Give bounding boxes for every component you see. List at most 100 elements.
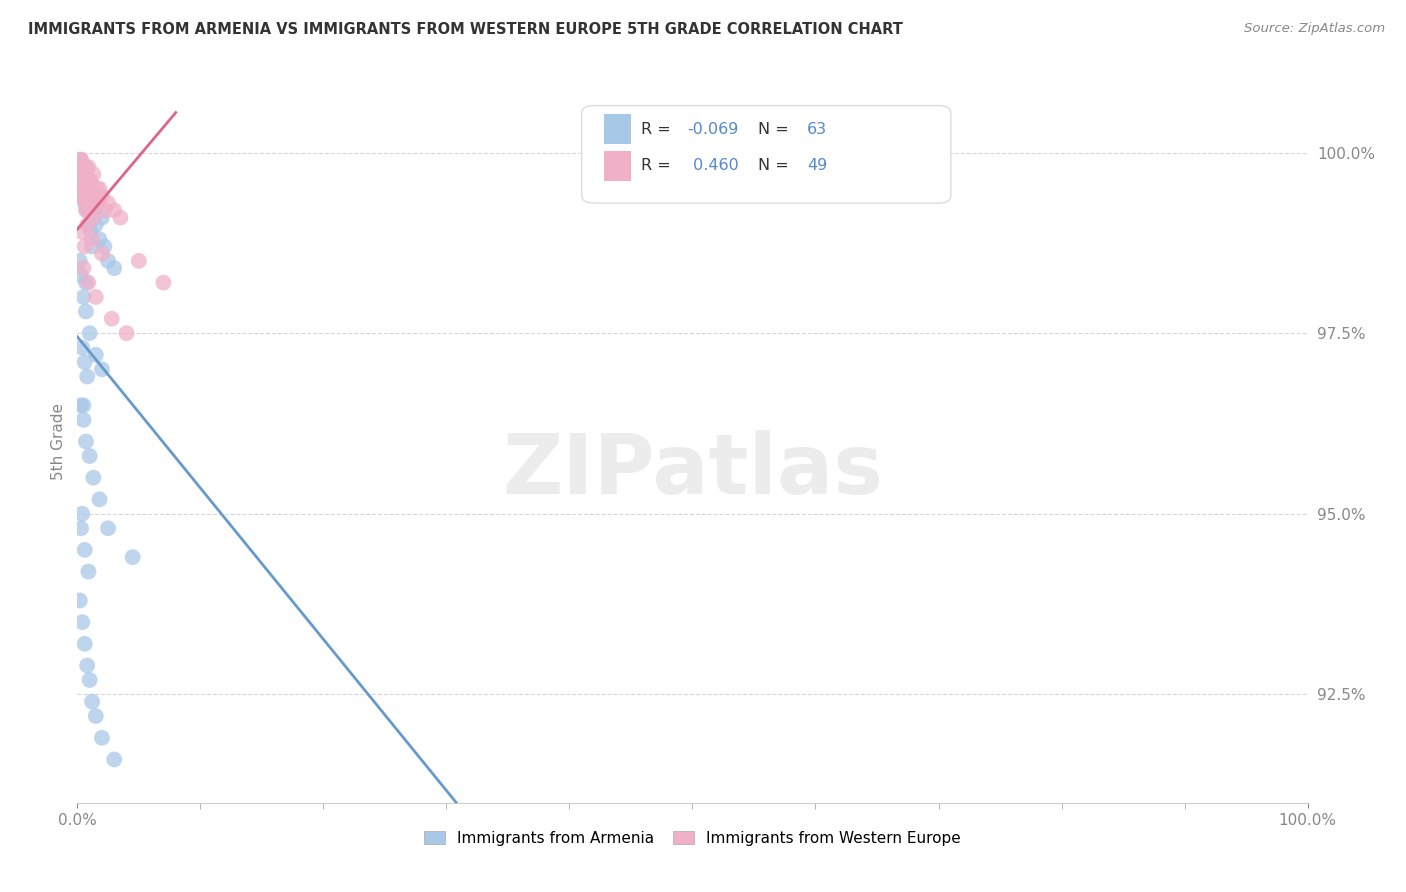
Point	[79, 326, 101, 341]
Point	[90, 211, 114, 225]
Point	[89, 182, 111, 196]
Text: 49: 49	[807, 158, 827, 173]
Point	[76, 218, 98, 232]
Point	[80, 189, 103, 203]
Point	[75, 167, 97, 181]
Point	[73, 239, 96, 253]
Point	[79, 218, 101, 232]
Point	[69, 174, 91, 188]
Point	[97, 253, 120, 268]
Point	[73, 542, 96, 557]
Point	[70, 268, 93, 283]
Point	[79, 449, 101, 463]
Point	[82, 239, 104, 253]
Point	[76, 658, 98, 673]
Point	[72, 398, 94, 412]
Point	[70, 153, 93, 167]
Point	[70, 615, 93, 630]
Point	[80, 182, 103, 196]
Point	[103, 203, 125, 218]
Text: ZIPatlas: ZIPatlas	[502, 430, 883, 511]
Point	[69, 253, 91, 268]
Point	[70, 521, 93, 535]
Point	[70, 182, 93, 196]
Point	[73, 196, 96, 211]
Point	[121, 550, 143, 565]
Point	[69, 153, 91, 167]
Point	[103, 261, 125, 276]
Point	[77, 174, 100, 188]
Point	[73, 167, 96, 181]
Point	[79, 673, 101, 687]
Point	[83, 203, 105, 218]
Bar	[605, 114, 631, 145]
Text: N =: N =	[758, 158, 793, 173]
Point	[87, 196, 110, 211]
Point	[86, 182, 108, 196]
Point	[77, 276, 100, 290]
Point	[75, 189, 97, 203]
Point	[73, 182, 96, 196]
Point	[103, 752, 125, 766]
Point	[70, 160, 93, 174]
Point	[72, 290, 94, 304]
Point	[72, 160, 94, 174]
Point	[76, 196, 98, 211]
Point	[72, 167, 94, 181]
Point	[80, 225, 103, 239]
Point	[84, 348, 107, 362]
Point	[70, 341, 93, 355]
Point	[76, 174, 98, 188]
Point	[83, 189, 105, 203]
Point	[70, 153, 93, 167]
Point	[128, 253, 150, 268]
Point	[72, 413, 94, 427]
Point	[82, 695, 104, 709]
Text: N =: N =	[758, 121, 793, 136]
Point	[101, 311, 124, 326]
Point	[97, 196, 120, 211]
Point	[75, 196, 97, 211]
Text: R =: R =	[641, 158, 676, 173]
Point	[75, 304, 97, 318]
Point	[152, 276, 174, 290]
Point	[70, 160, 93, 174]
Point	[79, 174, 101, 188]
Point	[70, 398, 93, 412]
Point	[90, 731, 114, 745]
Point	[76, 203, 98, 218]
Point	[97, 521, 120, 535]
Point	[82, 471, 104, 485]
Point	[89, 492, 111, 507]
Point	[115, 326, 138, 341]
Point	[70, 189, 93, 203]
Point	[69, 593, 91, 607]
Point	[73, 355, 96, 369]
Point	[82, 211, 104, 225]
Point	[93, 239, 115, 253]
Point	[89, 232, 111, 246]
Point	[70, 182, 93, 196]
Point	[82, 167, 104, 181]
Point	[79, 196, 101, 211]
Point	[80, 174, 103, 188]
Text: IMMIGRANTS FROM ARMENIA VS IMMIGRANTS FROM WESTERN EUROPE 5TH GRADE CORRELATION : IMMIGRANTS FROM ARMENIA VS IMMIGRANTS FR…	[28, 22, 903, 37]
Point	[72, 182, 94, 196]
Point	[76, 369, 98, 384]
Point	[110, 211, 132, 225]
Point	[84, 290, 107, 304]
Point	[73, 637, 96, 651]
Bar	[605, 151, 631, 181]
Point	[90, 362, 114, 376]
Point	[73, 174, 96, 188]
Point	[75, 203, 97, 218]
Point	[77, 203, 100, 218]
Point	[90, 189, 114, 203]
Point	[70, 167, 93, 181]
Point	[79, 182, 101, 196]
Point	[75, 434, 97, 449]
Text: 63: 63	[807, 121, 827, 136]
Point	[90, 246, 114, 260]
Point	[77, 160, 100, 174]
Point	[72, 189, 94, 203]
